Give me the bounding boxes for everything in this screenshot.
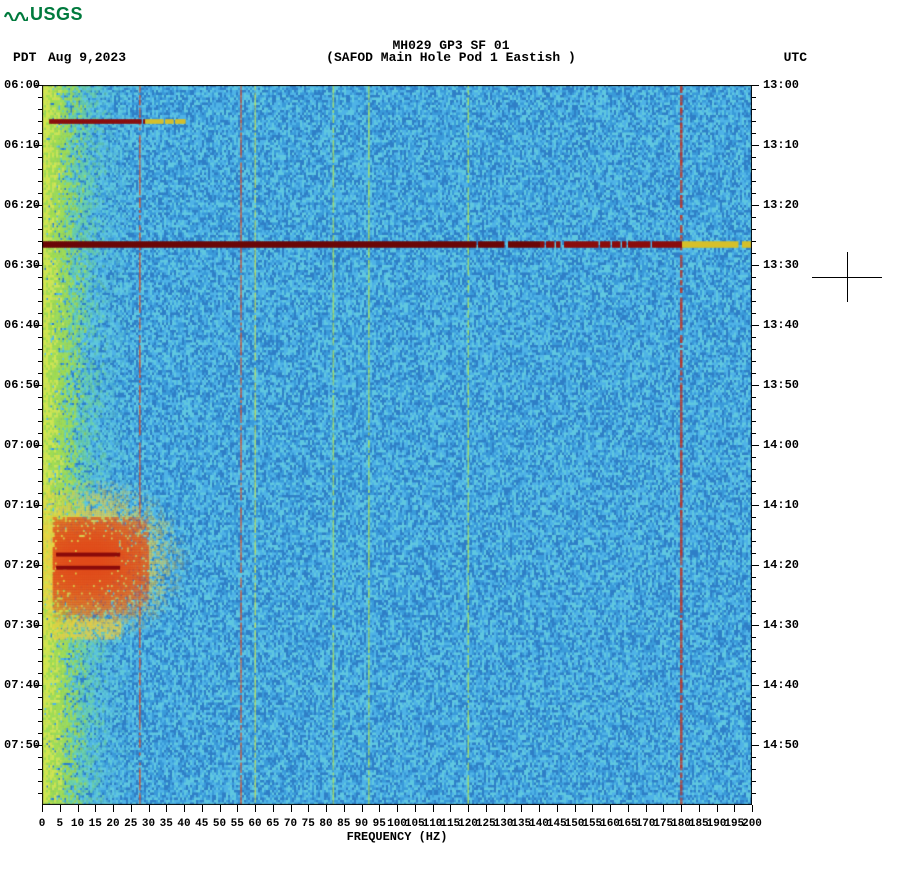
ytick-right: 13:50	[763, 378, 799, 392]
xtick: 50	[213, 818, 226, 830]
ytick-right: 14:50	[763, 738, 799, 752]
xtick: 45	[195, 818, 208, 830]
usgs-wave-icon	[4, 5, 28, 26]
xtick: 35	[160, 818, 173, 830]
crosshair-marker	[812, 252, 882, 302]
usgs-logo-text: USGS	[30, 4, 83, 24]
ytick-right: 13:20	[763, 198, 799, 212]
timezone-left: PDT	[13, 50, 36, 65]
xtick: 40	[177, 818, 190, 830]
ytick-right: 14:10	[763, 498, 799, 512]
xtick: 80	[319, 818, 332, 830]
ytick-right: 13:30	[763, 258, 799, 272]
usgs-logo: USGS	[4, 4, 83, 26]
ytick-right: 14:00	[763, 438, 799, 452]
timezone-right: UTC	[784, 50, 807, 65]
xtick: 0	[39, 818, 46, 830]
xtick: 75	[302, 818, 315, 830]
xtick: 25	[124, 818, 137, 830]
xtick: 30	[142, 818, 155, 830]
spectrogram-plot	[42, 85, 752, 805]
xtick: 60	[248, 818, 261, 830]
ytick-right: 14:30	[763, 618, 799, 632]
xtick: 65	[266, 818, 279, 830]
xtick: 70	[284, 818, 297, 830]
xtick: 90	[355, 818, 368, 830]
ytick-right: 13:10	[763, 138, 799, 152]
date-label: Aug 9,2023	[48, 50, 126, 65]
crosshair-h	[812, 277, 882, 278]
xtick: 10	[71, 818, 84, 830]
xtick: 5	[56, 818, 63, 830]
xtick: 85	[337, 818, 350, 830]
crosshair-v	[847, 252, 848, 302]
ytick-right: 14:20	[763, 558, 799, 572]
xtick: 15	[89, 818, 102, 830]
ytick-right: 13:00	[763, 78, 799, 92]
ytick-right: 14:40	[763, 678, 799, 692]
plot-title-line2: (SAFOD Main Hole Pod 1 Eastish )	[326, 50, 576, 65]
x-axis-label: FREQUENCY (HZ)	[347, 830, 448, 844]
xtick: 20	[106, 818, 119, 830]
ytick-right: 13:40	[763, 318, 799, 332]
xtick: 200	[742, 818, 762, 830]
xtick: 95	[373, 818, 386, 830]
xtick: 55	[231, 818, 244, 830]
spectrogram-canvas	[42, 85, 752, 805]
